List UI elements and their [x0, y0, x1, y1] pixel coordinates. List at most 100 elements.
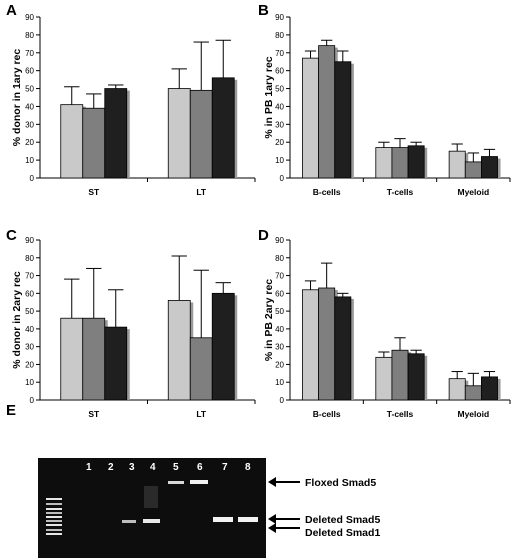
bar-b-t-cells-s3	[407, 145, 425, 179]
y-tick-label: 80	[25, 31, 34, 40]
y-axis-label: % in PB 1ary rec	[263, 56, 275, 138]
y-tick-label: 80	[275, 31, 284, 40]
smear-lane4	[144, 486, 158, 508]
bar-d-myeloid-s2	[464, 385, 482, 401]
panel-letter-a: A	[6, 2, 17, 19]
y-tick-label: 50	[275, 307, 284, 316]
bar-b-myeloid-s3	[480, 156, 498, 179]
bar-c-st-s3	[104, 326, 128, 401]
x-category-label: ST	[88, 409, 100, 419]
y-axis-label: % donor in 2ary rec	[11, 271, 23, 369]
bar-a-st-s1	[60, 104, 84, 179]
bar-a-st-s2	[82, 107, 106, 179]
x-category-label: B-cells	[313, 409, 341, 419]
bar-c-st-s2	[82, 317, 106, 401]
lane-number-2: 2	[108, 462, 114, 473]
y-tick-label: 40	[275, 325, 284, 334]
ladder-band	[46, 512, 62, 514]
y-axis-label: % donor in 1ary rec	[11, 49, 23, 147]
label-deleted-smad1: Deleted Smad1	[305, 527, 380, 539]
y-tick-label: 10	[275, 156, 284, 165]
ladder-band	[46, 524, 62, 526]
dna-ladder	[46, 498, 62, 535]
ladder-band	[46, 529, 62, 531]
bar-d-t-cells-s2	[391, 349, 409, 401]
bar-d-b-cells-s3	[334, 296, 352, 401]
gel-arrows	[268, 477, 300, 533]
y-tick-label: 50	[275, 85, 284, 94]
y-tick-label: 40	[25, 102, 34, 111]
y-tick-label: 30	[25, 343, 34, 352]
y-tick-label: 20	[275, 138, 284, 147]
y-tick-label: 10	[25, 156, 34, 165]
lane-number-6: 6	[197, 462, 203, 473]
arrow-head-deleted-smad5	[268, 514, 276, 524]
y-tick-label: 30	[275, 343, 284, 352]
bar-d-myeloid-s3	[480, 376, 498, 401]
y-tick-label: 70	[25, 272, 34, 281]
label-deleted-smad5: Deleted Smad5	[305, 514, 380, 526]
y-tick-label: 90	[275, 236, 284, 245]
panel-letter-e: E	[6, 402, 16, 419]
chart-panel-b: B % in PB 1ary rec 0 10 20 30 40 50 60 70 80 90 B-ce…	[258, 2, 511, 197]
panel-letter-c: C	[6, 227, 17, 244]
x-category-label: T-cells	[387, 409, 414, 419]
y-tick-label: 20	[25, 138, 34, 147]
bar-b-myeloid-s2	[464, 161, 482, 179]
bar-b-b-cells-s2	[318, 45, 336, 179]
y-tick-label: 60	[25, 67, 34, 76]
arrow-head-floxed	[268, 477, 276, 487]
bar-a-lt-s1	[167, 88, 191, 179]
ladder-band	[46, 503, 62, 505]
y-tick-label: 0	[280, 396, 285, 405]
y-tick-label: 0	[30, 174, 35, 183]
bar-b-b-cells-s3	[334, 61, 352, 179]
panel-letter-d: D	[258, 227, 269, 244]
band-lane3-deleted	[122, 520, 136, 523]
bar-b-t-cells-s2	[391, 147, 409, 179]
band-lane5-floxed	[168, 481, 184, 484]
y-tick-label: 0	[280, 174, 285, 183]
bar-b-b-cells-s1	[302, 57, 320, 179]
bar-c-lt-s2	[189, 337, 213, 401]
bar-b-t-cells-s1	[375, 147, 393, 179]
lane-number-3: 3	[129, 462, 135, 473]
lane-number-5: 5	[173, 462, 179, 473]
arrow-head-deleted-smad1	[268, 523, 276, 533]
ladder-band	[46, 516, 62, 518]
y-tick-label: 20	[25, 360, 34, 369]
y-tick-label: 20	[275, 360, 284, 369]
y-tick-label: 50	[25, 85, 34, 94]
band-lane7-deleted	[213, 517, 233, 522]
bar-a-lt-s2	[189, 89, 213, 179]
y-tick-label: 30	[25, 120, 34, 129]
gel-panel: E 1 2 3 4 5 6 7 8	[6, 402, 380, 558]
bar-d-t-cells-s1	[375, 356, 393, 401]
y-tick-label: 60	[275, 289, 284, 298]
ladder-band	[46, 520, 62, 522]
band-lane4-deleted	[143, 519, 160, 523]
x-category-label: LT	[196, 187, 207, 197]
y-tick-label: 90	[25, 236, 34, 245]
chart-panel-c: C % donor in 2ary rec 0 10 20 30 40 50 60 70 80 90 S…	[6, 227, 256, 419]
bar-a-st-s3	[104, 88, 128, 179]
gel-bands	[122, 480, 258, 523]
y-tick-label: 60	[25, 289, 34, 298]
y-tick-label: 50	[25, 307, 34, 316]
y-tick-label: 80	[25, 254, 34, 263]
y-tick-label: 60	[275, 67, 284, 76]
y-tick-label: 70	[275, 49, 284, 58]
bar-d-b-cells-s2	[318, 287, 336, 401]
y-tick-label: 40	[25, 325, 34, 334]
y-tick-label: 80	[275, 254, 284, 263]
x-category-label: T-cells	[387, 187, 414, 197]
bar-b-myeloid-s1	[448, 150, 466, 179]
label-floxed-smad5: Floxed Smad5	[305, 477, 376, 489]
bar-d-myeloid-s1	[448, 378, 466, 401]
lane-numbers: 1 2 3 4 5 6 7 8	[86, 462, 251, 473]
ladder-band	[46, 498, 62, 500]
x-category-label: LT	[196, 409, 207, 419]
x-category-label: B-cells	[313, 187, 341, 197]
y-tick-label: 10	[25, 378, 34, 387]
